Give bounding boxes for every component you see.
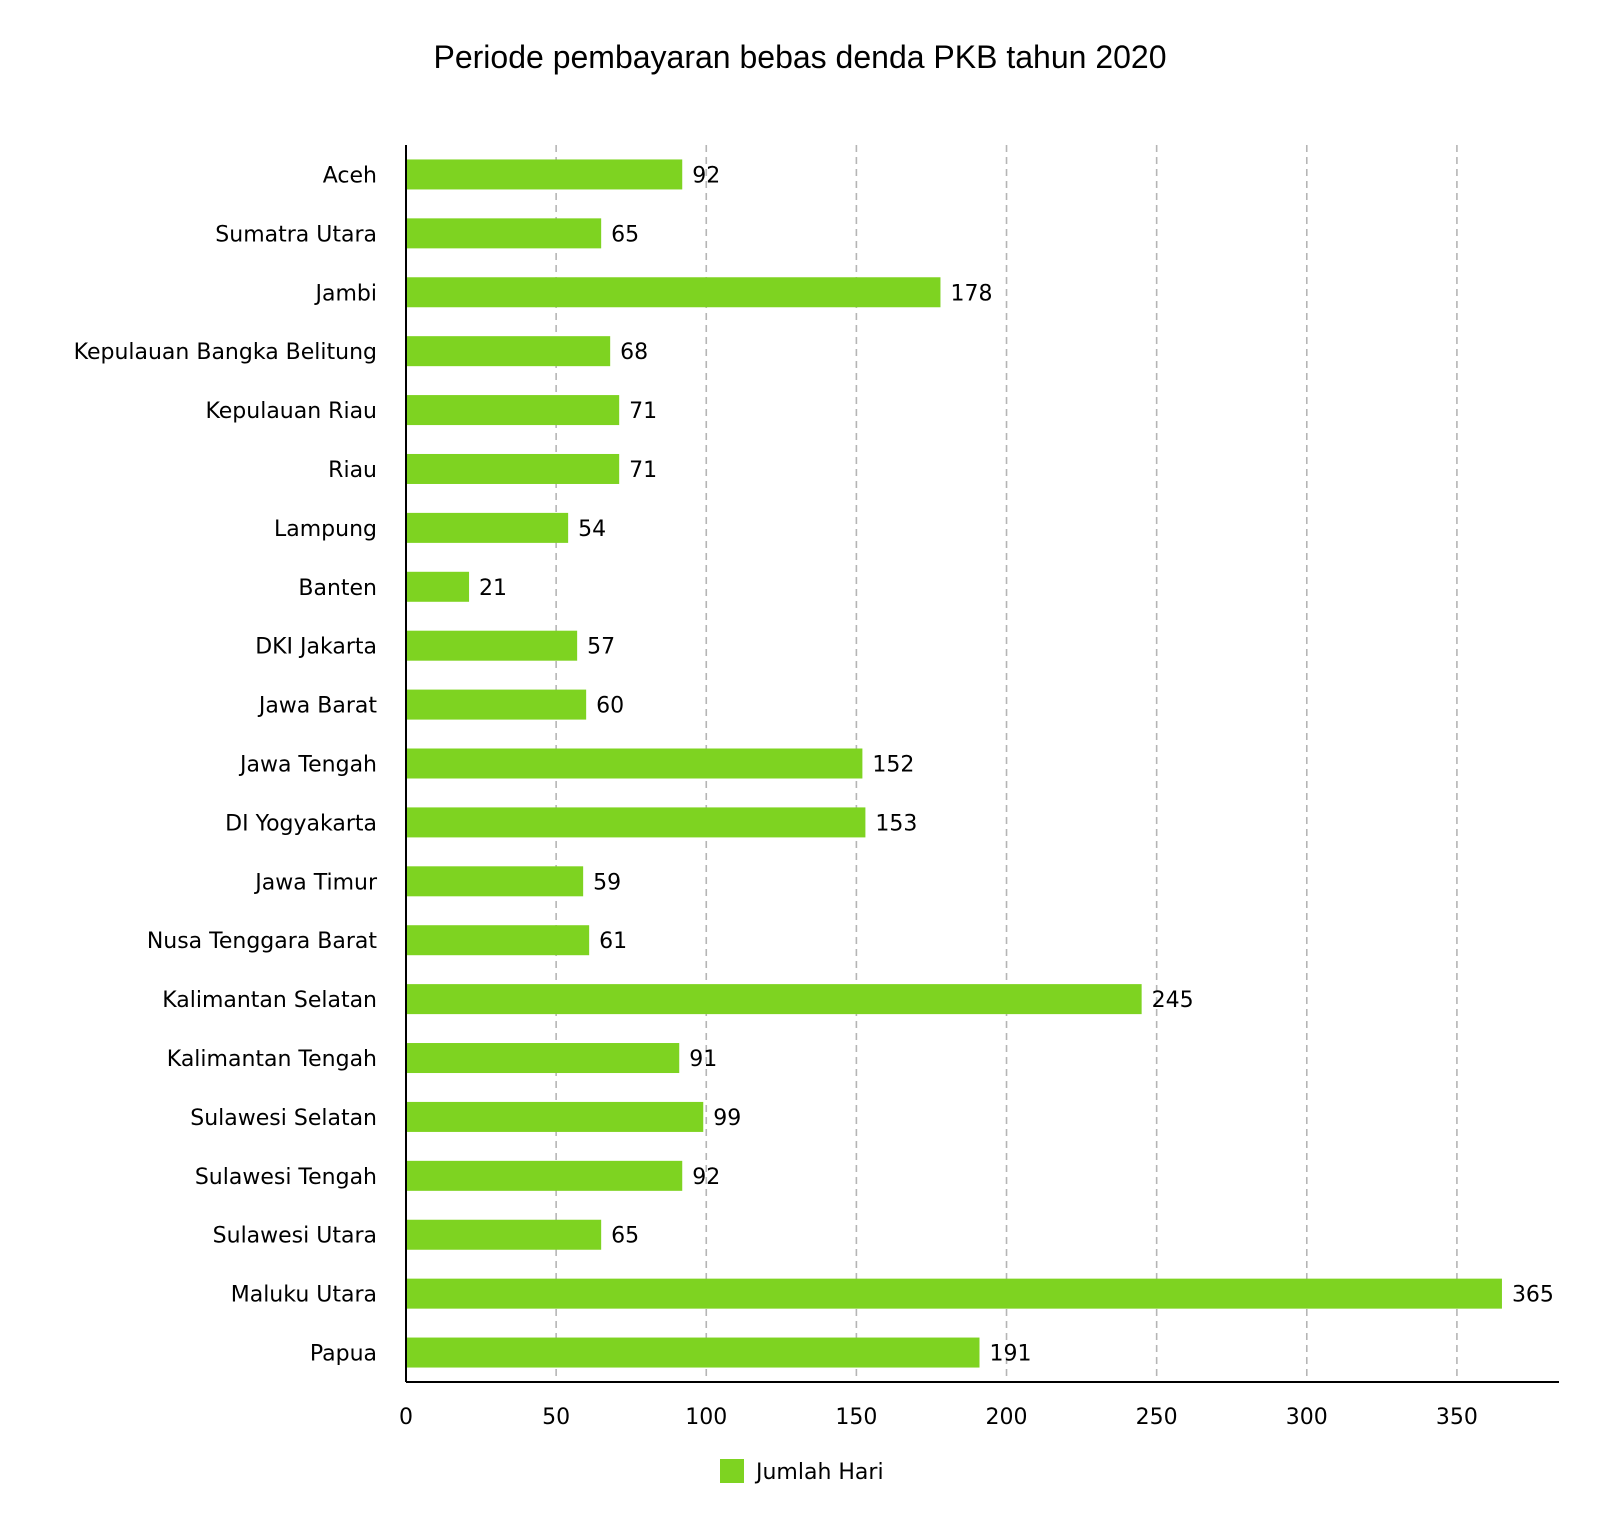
category-label: Nusa Tenggara Barat xyxy=(147,929,378,954)
x-tick-label: 300 xyxy=(1286,1405,1328,1430)
bar xyxy=(406,395,620,426)
category-label: Kepulauan Riau xyxy=(205,399,377,424)
value-label: 68 xyxy=(620,340,648,365)
value-label: 152 xyxy=(872,753,914,778)
bar xyxy=(406,218,602,249)
category-label: Sulawesi Tengah xyxy=(195,1165,377,1190)
bar xyxy=(406,512,569,543)
x-tick-label: 250 xyxy=(1136,1405,1178,1430)
value-label: 191 xyxy=(989,1342,1031,1367)
x-tick-label: 50 xyxy=(542,1405,570,1430)
category-label: Jambi xyxy=(314,281,377,306)
bar xyxy=(406,1219,602,1250)
bar xyxy=(406,748,863,779)
category-label: Kalimantan Tengah xyxy=(167,1047,377,1072)
value-label: 21 xyxy=(479,576,507,601)
value-label: 92 xyxy=(692,163,720,188)
category-label: Jawa Barat xyxy=(257,694,378,719)
value-label: 57 xyxy=(587,635,615,660)
category-label: Kalimantan Selatan xyxy=(162,988,377,1013)
x-tick-label: 150 xyxy=(835,1405,877,1430)
legend-label: Jumlah Hari xyxy=(754,1460,884,1485)
category-label: Riau xyxy=(328,458,377,483)
category-label: Aceh xyxy=(323,163,377,188)
value-label: 153 xyxy=(875,811,917,836)
bar xyxy=(406,1278,1502,1309)
category-label: Sulawesi Selatan xyxy=(190,1106,377,1131)
category-label: DKI Jakarta xyxy=(255,635,377,660)
bar xyxy=(406,1043,680,1074)
bar xyxy=(406,1160,683,1191)
value-label: 71 xyxy=(629,399,657,424)
value-label: 365 xyxy=(1512,1283,1554,1308)
bar xyxy=(406,689,587,720)
bar xyxy=(406,277,941,308)
bar xyxy=(406,336,611,367)
value-label: 59 xyxy=(593,870,621,895)
x-tick-label: 100 xyxy=(685,1405,727,1430)
bar xyxy=(406,1337,980,1368)
bar xyxy=(406,866,584,897)
value-label: 178 xyxy=(950,281,992,306)
bar xyxy=(406,807,866,838)
axes: 0 50 100 150 200 250 300 350 xyxy=(399,145,1559,1430)
value-label: 71 xyxy=(629,458,657,483)
chart-title: Periode pembayaran bebas denda PKB tahun… xyxy=(434,39,1167,75)
value-label: 245 xyxy=(1152,988,1194,1013)
category-label: Banten xyxy=(298,576,377,601)
value-label: 61 xyxy=(599,929,627,954)
category-label: Maluku Utara xyxy=(231,1283,377,1308)
value-label: 54 xyxy=(578,517,606,542)
value-label: 92 xyxy=(692,1165,720,1190)
category-label: DI Yogyakarta xyxy=(225,811,377,836)
value-label: 60 xyxy=(596,694,624,719)
value-label: 91 xyxy=(689,1047,717,1072)
legend: Jumlah Hari xyxy=(720,1459,884,1485)
bar xyxy=(406,159,683,190)
x-tick-label: 350 xyxy=(1436,1405,1478,1430)
category-label: Sulawesi Utara xyxy=(213,1224,377,1249)
category-label: Jawa Tengah xyxy=(238,753,377,778)
value-label: 99 xyxy=(713,1106,741,1131)
category-label: Sumatra Utara xyxy=(215,222,377,247)
bar xyxy=(406,925,590,956)
legend-swatch xyxy=(720,1459,744,1483)
value-label: 65 xyxy=(611,222,639,247)
bar xyxy=(406,1101,704,1132)
category-label: Kepulauan Bangka Belitung xyxy=(74,340,377,365)
bar xyxy=(406,984,1142,1015)
x-tick-label: 0 xyxy=(399,1405,413,1430)
category-label: Jawa Timur xyxy=(253,870,378,895)
category-label: Papua xyxy=(310,1342,377,1367)
bar xyxy=(406,571,470,602)
bar xyxy=(406,453,620,484)
category-label: Lampung xyxy=(274,517,377,542)
bars: Aceh 92 Sumatra Utara 65 Jambi 178 Kepulauan B… xyxy=(74,159,1554,1368)
bar xyxy=(406,630,578,661)
value-label: 65 xyxy=(611,1224,639,1249)
x-tick-label: 200 xyxy=(986,1405,1028,1430)
